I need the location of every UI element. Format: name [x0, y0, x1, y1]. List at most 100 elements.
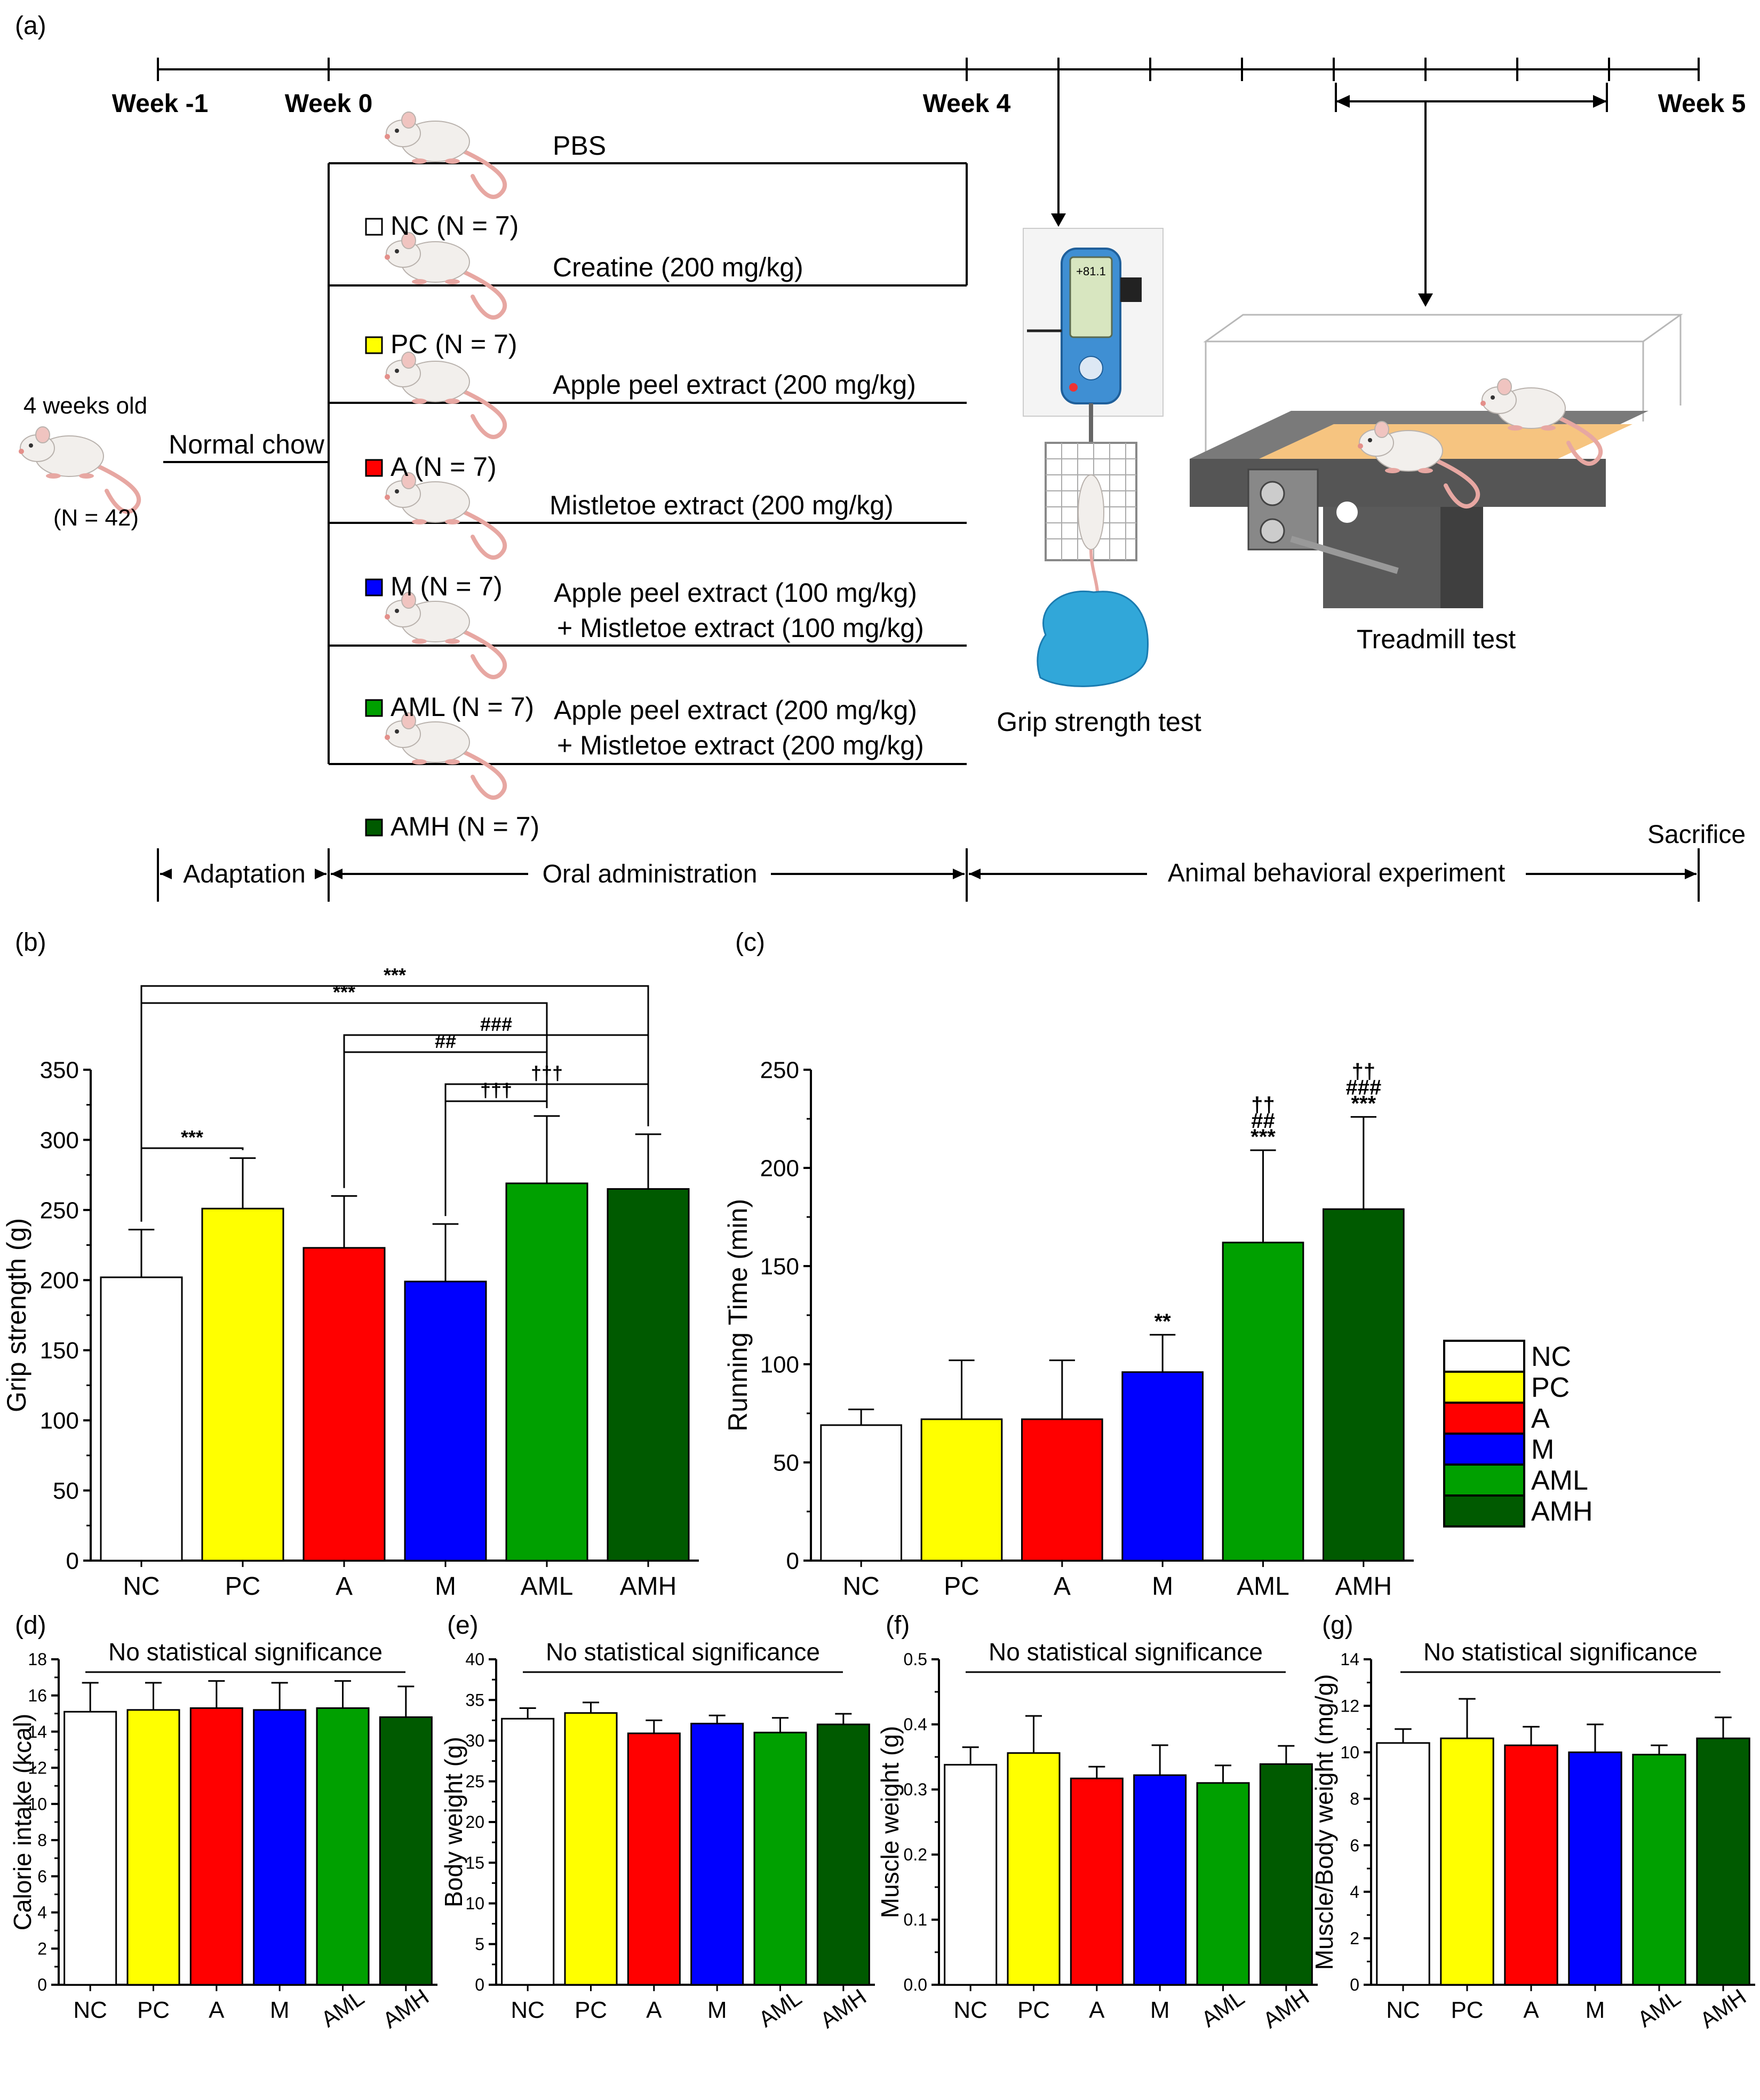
y-axis-label: Grip strength (g)	[2, 1218, 31, 1412]
y-axis-label: Body weight (g)	[440, 1737, 467, 1907]
legend-label: M	[1531, 1434, 1554, 1465]
y-tick-label: 50	[773, 1450, 799, 1476]
y-tick-label: 20	[465, 1812, 484, 1832]
chart-title: No statistical significance	[108, 1638, 383, 1666]
panel-d-calorie-intake: (d) 0 2 4 6 8 10 12 14 16 18 Calorie intake (kcal) N…	[9, 1611, 437, 2033]
legend-label: NC	[1531, 1341, 1571, 1372]
x-tick-label: M	[435, 1572, 456, 1601]
significance-label: †††	[480, 1079, 512, 1101]
y-tick-label: 6	[37, 1867, 47, 1886]
panel-a-label: (a)	[15, 12, 46, 40]
bar	[816, 1723, 870, 1986]
group-label: AML (N = 7)	[391, 692, 534, 722]
significance-mark: ††	[1352, 1060, 1376, 1083]
group-color-swatch	[365, 818, 383, 837]
x-tick-label: M	[1586, 1997, 1605, 2023]
y-tick-label: 8	[37, 1831, 47, 1850]
bar	[820, 1424, 903, 1562]
y-tick-label: 250	[40, 1197, 79, 1223]
significance-mark: ##	[1251, 1109, 1275, 1133]
y-tick-label: 0.3	[904, 1780, 927, 1799]
bar	[920, 1418, 1003, 1562]
y-tick-label: 150	[40, 1338, 79, 1364]
chart-title: No statistical significance	[1423, 1638, 1698, 1666]
bar	[1121, 1371, 1204, 1562]
bar	[404, 1280, 487, 1562]
x-tick-label: NC	[953, 1997, 987, 2023]
bar	[1259, 1763, 1313, 1986]
y-tick-label: 150	[760, 1253, 799, 1279]
meter-display: +81.1	[1076, 265, 1106, 278]
bar	[1323, 1208, 1405, 1562]
significance-bracket	[343, 1034, 649, 1188]
bar	[505, 1182, 588, 1562]
mouse-icon	[385, 473, 505, 558]
x-tick-label: AMH	[1695, 1984, 1750, 2033]
significance-bracket	[343, 1051, 548, 1188]
bar	[1632, 1754, 1686, 1986]
phase-label: Animal behavioral experiment	[1168, 859, 1505, 887]
panel-c-running-time: (c) 0 50 100 150 200 250 Running Time (min) NC PC…	[723, 928, 1414, 1601]
legend-label: AMH	[1531, 1496, 1593, 1527]
start-n: (N = 42)	[53, 505, 139, 531]
y-tick-label: 15	[465, 1853, 484, 1872]
y-tick-label: 0	[475, 1975, 484, 1994]
panel-label: (f)	[886, 1611, 910, 1640]
y-tick-label: 0	[37, 1975, 47, 1994]
phase-label: Oral administration	[543, 860, 758, 888]
bar	[1568, 1751, 1622, 1986]
bar	[1070, 1777, 1124, 1986]
panel-label: (e)	[447, 1611, 479, 1640]
y-tick-label: 14	[1340, 1650, 1359, 1669]
x-tick-label: PC	[944, 1572, 979, 1601]
treatment-label: Apple peel extract (100 mg/kg)	[554, 578, 917, 608]
x-tick-label: A	[1054, 1572, 1071, 1601]
y-tick-label: 0	[1350, 1975, 1359, 1994]
y-tick-label: 10	[1340, 1743, 1359, 1762]
y-tick-label: 10	[465, 1894, 484, 1913]
chart-title: No statistical significance	[546, 1638, 820, 1666]
legend-swatch	[1443, 1494, 1525, 1528]
x-tick-label: NC	[123, 1572, 160, 1601]
panel-label: (d)	[15, 1611, 46, 1640]
y-axis-label: Calorie intake (kcal)	[9, 1714, 36, 1930]
bar	[1133, 1774, 1187, 1986]
legend-swatch	[1443, 1340, 1525, 1373]
bar	[1021, 1418, 1103, 1562]
phase-bar	[157, 848, 1700, 902]
x-tick-label: M	[1150, 1997, 1170, 2023]
y-tick-label: 5	[475, 1935, 484, 1954]
y-tick-label: 10	[28, 1794, 47, 1813]
treadmill-test-label: Treadmill test	[1357, 624, 1516, 654]
y-tick-label: 0	[66, 1548, 79, 1574]
x-tick-label: NC	[73, 1997, 107, 2023]
legend: NC PC A M AML AMH	[1443, 1340, 1593, 1528]
treatment-label: Creatine (200 mg/kg)	[553, 252, 803, 282]
group-color-swatch	[365, 578, 383, 596]
group-color-swatch	[365, 336, 383, 354]
bar	[1696, 1737, 1750, 1986]
significance-mark: ***	[1351, 1092, 1376, 1115]
y-tick-label: 8	[1350, 1789, 1359, 1809]
significance-mark: ††	[1251, 1093, 1275, 1117]
bar	[253, 1709, 307, 1986]
y-tick-label: 16	[28, 1686, 47, 1705]
mouse-icon	[385, 352, 505, 437]
mouse-icon	[385, 233, 505, 317]
panel-label: (c)	[735, 928, 765, 957]
y-axis-label: Muscle weight (g)	[876, 1726, 904, 1918]
week-label: Week -1	[112, 90, 209, 118]
x-tick-label: AML	[316, 1985, 369, 2032]
treatment-label: Apple peel extract (200 mg/kg)	[553, 370, 916, 400]
bar	[302, 1247, 386, 1562]
legend-swatch	[1443, 1463, 1525, 1497]
y-tick-label: 250	[760, 1057, 799, 1083]
bar	[607, 1188, 690, 1562]
y-tick-label: 0	[786, 1548, 799, 1574]
timeline	[157, 58, 1700, 81]
x-tick-label: A	[1089, 1997, 1105, 2023]
week-label: Week 0	[285, 90, 373, 118]
y-tick-label: 18	[28, 1650, 47, 1669]
y-tick-label: 4	[1350, 1882, 1359, 1902]
